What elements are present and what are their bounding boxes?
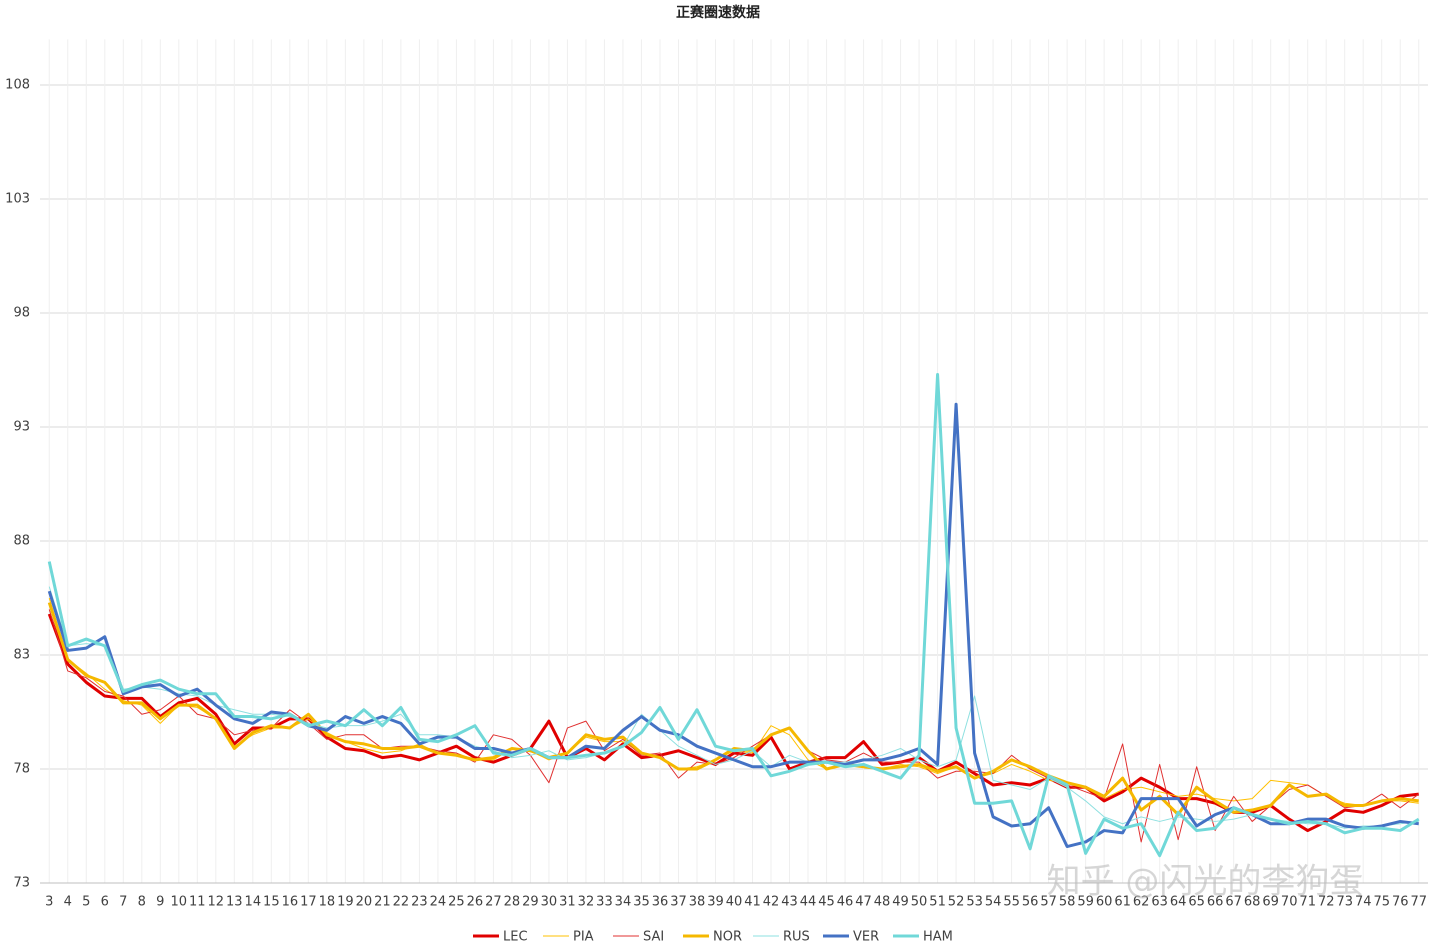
x-tick-label: 32	[578, 895, 595, 910]
x-tick-label: 70	[1281, 895, 1298, 910]
x-tick-label: 50	[911, 895, 928, 910]
x-tick-label: 27	[485, 895, 502, 910]
x-tick-label: 37	[670, 895, 687, 910]
y-tick-label: 73	[13, 876, 30, 891]
x-tick-label: 69	[1262, 895, 1279, 910]
y-tick-label: 93	[13, 420, 30, 435]
x-tick-label: 44	[800, 895, 817, 910]
legend-label: PIA	[573, 930, 594, 945]
x-tick-label: 60	[1096, 895, 1113, 910]
x-tick-label: 42	[763, 895, 780, 910]
x-tick-label: 77	[1410, 895, 1427, 910]
x-tick-label: 51	[929, 895, 946, 910]
x-tick-label: 17	[300, 895, 317, 910]
x-tick-label: 15	[263, 895, 280, 910]
x-tick-label: 72	[1318, 895, 1335, 910]
x-tick-label: 6	[101, 895, 109, 910]
x-tick-label: 20	[356, 895, 373, 910]
x-tick-label: 14	[245, 895, 262, 910]
x-tick-label: 56	[1022, 895, 1039, 910]
x-tick-label: 36	[652, 895, 669, 910]
x-tick-label: 38	[689, 895, 706, 910]
x-tick-label: 43	[781, 895, 798, 910]
x-tick-label: 57	[1040, 895, 1057, 910]
x-tick-label: 48	[874, 895, 891, 910]
legend-label: RUS	[783, 930, 810, 945]
x-tick-label: 74	[1355, 895, 1372, 910]
legend-label: VER	[853, 930, 879, 945]
x-tick-label: 47	[855, 895, 872, 910]
y-tick-label: 103	[5, 192, 30, 207]
x-tick-label: 23	[411, 895, 428, 910]
x-tick-label: 29	[522, 895, 539, 910]
y-tick-label: 78	[13, 762, 30, 777]
x-tick-label: 34	[615, 895, 632, 910]
legend-label: LEC	[503, 930, 528, 945]
x-tick-label: 9	[156, 895, 164, 910]
x-tick-label: 21	[374, 895, 391, 910]
x-tick-label: 18	[319, 895, 336, 910]
x-tick-label: 52	[948, 895, 965, 910]
x-tick-label: 28	[504, 895, 521, 910]
x-tick-label: 45	[818, 895, 835, 910]
x-tick-label: 33	[596, 895, 613, 910]
y-tick-label: 108	[5, 78, 30, 93]
x-tick-label: 59	[1077, 895, 1094, 910]
x-tick-label: 58	[1059, 895, 1076, 910]
y-tick-label: 88	[13, 534, 30, 549]
x-tick-label: 76	[1392, 895, 1409, 910]
x-tick-label: 71	[1299, 895, 1316, 910]
x-tick-label: 75	[1373, 895, 1390, 910]
x-tick-label: 30	[541, 895, 558, 910]
x-tick-label: 66	[1207, 895, 1224, 910]
x-tick-label: 63	[1151, 895, 1168, 910]
x-tick-label: 68	[1244, 895, 1261, 910]
x-tick-label: 40	[726, 895, 743, 910]
x-tick-label: 49	[892, 895, 909, 910]
x-tick-label: 65	[1188, 895, 1205, 910]
x-tick-label: 62	[1133, 895, 1150, 910]
x-tick-label: 5	[82, 895, 90, 910]
watermark: 知乎 @闪光的李狗蛋	[1047, 862, 1364, 902]
x-tick-label: 16	[282, 895, 299, 910]
legend-label: HAM	[923, 930, 953, 945]
x-tick-label: 31	[559, 895, 576, 910]
x-tick-label: 11	[189, 895, 206, 910]
x-tick-label: 35	[633, 895, 650, 910]
x-tick-label: 61	[1114, 895, 1131, 910]
x-tick-label: 24	[430, 895, 447, 910]
x-tick-label: 22	[393, 895, 410, 910]
series-line	[48, 609, 1420, 843]
x-tick-label: 54	[985, 895, 1002, 910]
x-tick-label: 10	[171, 895, 188, 910]
x-tick-label: 12	[208, 895, 225, 910]
x-tick-label: 55	[1003, 895, 1020, 910]
x-tick-label: 19	[337, 895, 354, 910]
x-tick-label: 13	[226, 895, 243, 910]
legend-label: NOR	[713, 930, 742, 945]
x-tick-label: 53	[966, 895, 983, 910]
x-tick-label: 73	[1336, 895, 1353, 910]
x-tick-label: 8	[138, 895, 146, 910]
x-tick-label: 7	[119, 895, 127, 910]
x-tick-label: 3	[45, 895, 53, 910]
x-tick-label: 46	[837, 895, 854, 910]
x-tick-label: 64	[1170, 895, 1187, 910]
x-tick-label: 26	[467, 895, 484, 910]
chart-title: 正赛圈速数据	[676, 4, 760, 21]
y-tick-label: 83	[13, 648, 30, 663]
x-tick-label: 39	[707, 895, 724, 910]
x-tick-label: 4	[64, 895, 72, 910]
x-tick-label: 41	[744, 895, 761, 910]
series-line	[47, 402, 1419, 849]
legend-label: SAI	[643, 930, 664, 945]
y-tick-label: 98	[13, 306, 30, 321]
x-tick-label: 67	[1225, 895, 1242, 910]
x-tick-label: 25	[448, 895, 465, 910]
series-line	[47, 602, 1419, 817]
series-line	[47, 373, 1420, 858]
